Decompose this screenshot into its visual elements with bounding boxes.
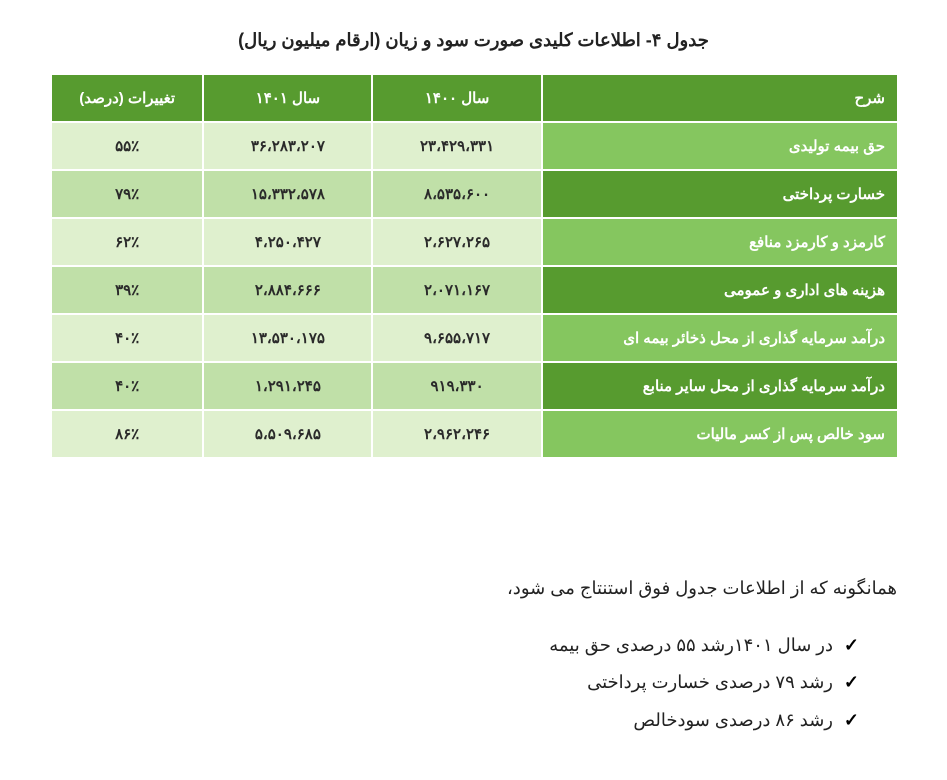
cell-y1400: ۲۳،۴۲۹،۳۳۱ xyxy=(372,122,541,170)
cell-y1400: ۹،۶۵۵،۷۱۷ xyxy=(372,314,541,362)
table-row: کارمزد و کارمزد منافع۲،۶۲۷،۲۶۵۴،۲۵۰،۴۲۷۶… xyxy=(51,218,897,266)
cell-desc: هزینه های اداری و عمومی xyxy=(542,266,897,314)
cell-y1400: ۲،۹۶۲،۲۴۶ xyxy=(372,410,541,458)
bullet-item: رشد ۸۶ درصدی سودخالص xyxy=(50,702,859,740)
cell-desc: حق بیمه تولیدی xyxy=(542,122,897,170)
summary-bullets: در سال ۱۴۰۱رشد ۵۵ درصدی حق بیمهرشد ۷۹ در… xyxy=(50,627,897,740)
table-row: درآمد سرمایه گذاری از محل ذخائر بیمه ای۹… xyxy=(51,314,897,362)
cell-chg: ۷۹٪ xyxy=(51,170,203,218)
cell-y1400: ۲،۶۲۷،۲۶۵ xyxy=(372,218,541,266)
cell-desc: سود خالص پس از کسر مالیات xyxy=(542,410,897,458)
cell-y1400: ۹۱۹،۳۳۰ xyxy=(372,362,541,410)
cell-chg: ۳۹٪ xyxy=(51,266,203,314)
table-row: خسارت پرداختی۸،۵۳۵،۶۰۰۱۵،۳۳۲،۵۷۸۷۹٪ xyxy=(51,170,897,218)
cell-y1401: ۳۶،۲۸۳،۲۰۷ xyxy=(203,122,372,170)
cell-chg: ۴۰٪ xyxy=(51,362,203,410)
cell-y1401: ۲،۸۸۴،۶۶۶ xyxy=(203,266,372,314)
cell-desc: درآمد سرمایه گذاری از محل ذخائر بیمه ای xyxy=(542,314,897,362)
table-header-row: شرح سال ۱۴۰۰ سال ۱۴۰۱ تغییرات (درصد) xyxy=(51,75,897,122)
table-row: درآمد سرمایه گذاری از محل سایر منابع۹۱۹،… xyxy=(51,362,897,410)
table-title: جدول ۴- اطلاعات کلیدی صورت سود و زیان (ا… xyxy=(50,30,897,51)
col-header-chg: تغییرات (درصد) xyxy=(51,75,203,122)
cell-y1401: ۴،۲۵۰،۴۲۷ xyxy=(203,218,372,266)
cell-y1401: ۱۵،۳۳۲،۵۷۸ xyxy=(203,170,372,218)
col-header-desc: شرح xyxy=(542,75,897,122)
cell-y1401: ۱۳،۵۳۰،۱۷۵ xyxy=(203,314,372,362)
cell-y1401: ۵،۵۰۹،۶۸۵ xyxy=(203,410,372,458)
cell-chg: ۵۵٪ xyxy=(51,122,203,170)
bullet-item: رشد ۷۹ درصدی خسارت پرداختی xyxy=(50,664,859,702)
table-row: هزینه های اداری و عمومی۲،۰۷۱،۱۶۷۲،۸۸۴،۶۶… xyxy=(51,266,897,314)
cell-desc: کارمزد و کارمزد منافع xyxy=(542,218,897,266)
cell-y1401: ۱،۲۹۱،۲۴۵ xyxy=(203,362,372,410)
cell-chg: ۶۲٪ xyxy=(51,218,203,266)
table-row: سود خالص پس از کسر مالیات۲،۹۶۲،۲۴۶۵،۵۰۹،… xyxy=(51,410,897,458)
cell-y1400: ۲،۰۷۱،۱۶۷ xyxy=(372,266,541,314)
table-body: حق بیمه تولیدی۲۳،۴۲۹،۳۳۱۳۶،۲۸۳،۲۰۷۵۵٪خسا… xyxy=(51,122,897,458)
cell-chg: ۸۶٪ xyxy=(51,410,203,458)
col-header-y1400: سال ۱۴۰۰ xyxy=(372,75,541,122)
financial-table: شرح سال ۱۴۰۰ سال ۱۴۰۱ تغییرات (درصد) حق … xyxy=(50,75,897,459)
col-header-y1401: سال ۱۴۰۱ xyxy=(203,75,372,122)
cell-desc: درآمد سرمایه گذاری از محل سایر منابع xyxy=(542,362,897,410)
table-row: حق بیمه تولیدی۲۳،۴۲۹،۳۳۱۳۶،۲۸۳،۲۰۷۵۵٪ xyxy=(51,122,897,170)
bullet-item: در سال ۱۴۰۱رشد ۵۵ درصدی حق بیمه xyxy=(50,627,859,665)
cell-desc: خسارت پرداختی xyxy=(542,170,897,218)
cell-y1400: ۸،۵۳۵،۶۰۰ xyxy=(372,170,541,218)
summary-paragraph: همانگونه که از اطلاعات جدول فوق استنتاج … xyxy=(50,569,897,609)
cell-chg: ۴۰٪ xyxy=(51,314,203,362)
